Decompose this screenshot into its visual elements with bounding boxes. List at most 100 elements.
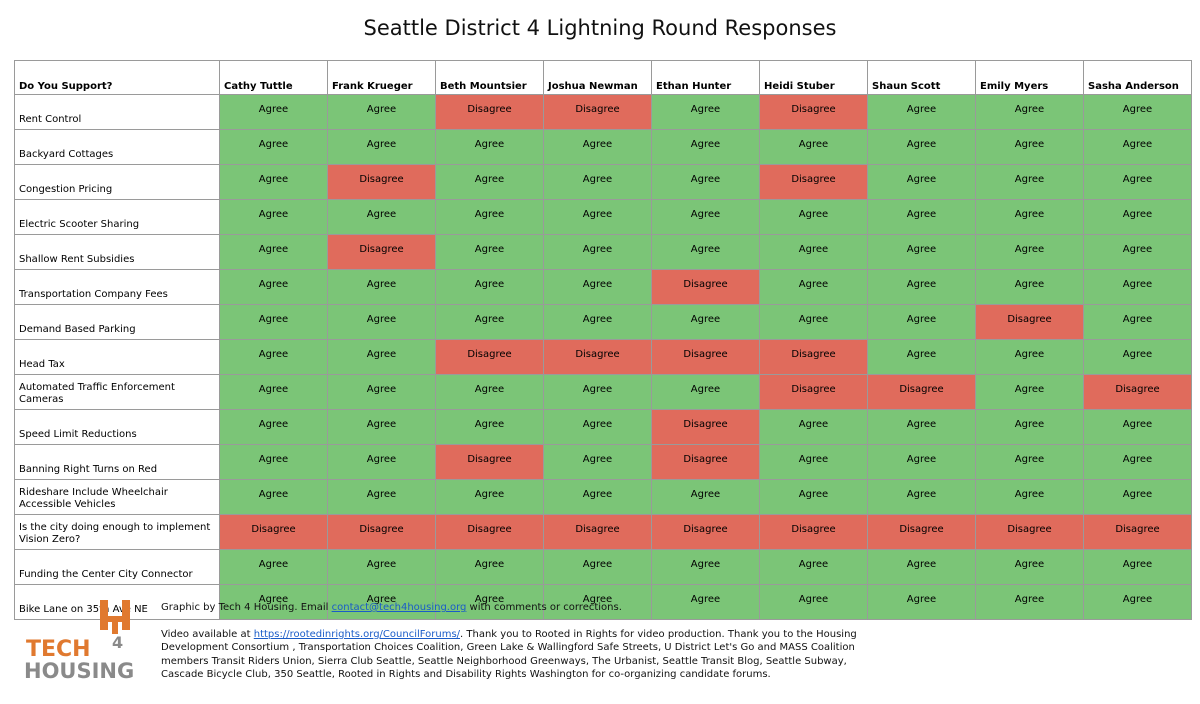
- response-cell: Agree: [543, 164, 652, 200]
- response-cell: Disagree: [975, 304, 1084, 340]
- response-cell: Agree: [867, 199, 976, 235]
- row: Automated Traffic Enforcement Cameras Agr…: [14, 374, 1192, 410]
- response-cell: Agree: [543, 479, 652, 515]
- response-cell: Agree: [543, 199, 652, 235]
- response-cell: Agree: [651, 304, 760, 340]
- row: Backyard Cottages Agree Agree Agree Agree Agr…: [14, 129, 1192, 165]
- response-cell: Agree: [867, 164, 976, 200]
- response-cell: Agree: [543, 374, 652, 410]
- row-label: Banning Right Turns on Red: [14, 444, 220, 480]
- row: Congestion Pricing Agree Disagree Agree Agre…: [14, 164, 1192, 200]
- footer: Graphic by Tech 4 Housing. Email contact…: [161, 601, 881, 695]
- response-cell: Agree: [759, 584, 868, 620]
- row-label: Speed Limit Reductions: [14, 409, 220, 445]
- response-cell: Agree: [975, 129, 1084, 165]
- row-label: Congestion Pricing: [14, 164, 220, 200]
- response-cell: Agree: [867, 234, 976, 270]
- response-cell: Agree: [651, 479, 760, 515]
- response-cell: Agree: [219, 444, 328, 480]
- text: . Thank you to Rooted in Rights for vide…: [161, 628, 857, 681]
- response-cell: Agree: [435, 479, 544, 515]
- response-cell: Agree: [327, 444, 436, 480]
- video-link[interactable]: https://rootedinrights.org/CouncilForums…: [253, 628, 461, 640]
- response-cell: Disagree: [435, 94, 544, 130]
- response-cell: Agree: [975, 269, 1084, 305]
- email-link[interactable]: contact@tech4housing.org: [331, 602, 467, 613]
- column-header: Emily Myers: [975, 60, 1084, 95]
- response-cell: Agree: [1083, 269, 1192, 305]
- response-cell: Agree: [1083, 339, 1192, 375]
- response-cell: Agree: [1083, 584, 1192, 620]
- text: with comments or corrections.: [466, 602, 622, 613]
- response-cell: Agree: [867, 129, 976, 165]
- response-cell: Agree: [219, 269, 328, 305]
- response-cell: Agree: [327, 584, 436, 620]
- column-header: Frank Krueger: [327, 60, 436, 95]
- response-cell: Agree: [759, 269, 868, 305]
- row: Electric Scooter Sharing Agree Agree Agree A…: [14, 199, 1192, 235]
- response-cell: Agree: [975, 94, 1084, 130]
- column-header: Heidi Stuber: [759, 60, 868, 95]
- response-cell: Agree: [759, 409, 868, 445]
- response-cell: Agree: [759, 479, 868, 515]
- response-cell: Agree: [435, 409, 544, 445]
- row-label: Is the city doing enough to implement Vi…: [14, 514, 220, 550]
- column-header: Shaun Scott: [867, 60, 976, 95]
- response-cell: Agree: [867, 94, 976, 130]
- response-cell: Agree: [219, 199, 328, 235]
- row-label: Funding the Center City Connector: [14, 549, 220, 585]
- response-cell: Agree: [435, 584, 544, 620]
- response-cell: Disagree: [759, 94, 868, 130]
- response-cell: Agree: [327, 479, 436, 515]
- response-cell: Disagree: [327, 164, 436, 200]
- row: Transportation Company Fees Agree Agree Agr…: [14, 269, 1192, 305]
- response-cell: Disagree: [1083, 514, 1192, 550]
- response-cell: Agree: [867, 444, 976, 480]
- response-cell: Agree: [975, 549, 1084, 585]
- response-cell: Agree: [975, 409, 1084, 445]
- response-cell: Agree: [1083, 129, 1192, 165]
- response-cell: Agree: [759, 444, 868, 480]
- response-cell: Agree: [543, 444, 652, 480]
- response-cell: Agree: [219, 304, 328, 340]
- text: Graphic by Tech 4 Housing. Email: [161, 602, 332, 613]
- column-header: Beth Mountsier: [435, 60, 544, 95]
- row-label: Rent Control: [14, 94, 220, 130]
- response-cell: Agree: [435, 164, 544, 200]
- response-cell: Agree: [435, 549, 544, 585]
- column-header: Cathy Tuttle: [219, 60, 328, 95]
- response-cell: Disagree: [1083, 374, 1192, 410]
- logo-digit: 4: [112, 633, 123, 652]
- response-cell: Agree: [219, 339, 328, 375]
- response-cell: Agree: [219, 584, 328, 620]
- response-cell: Agree: [1083, 549, 1192, 585]
- row: Speed Limit Reductions Agree Agree Agree Agr…: [14, 409, 1192, 445]
- response-cell: Agree: [1083, 479, 1192, 515]
- row: Head Tax Agree Agree Disagree Disagree Disagr…: [14, 339, 1192, 375]
- response-cell: Agree: [759, 129, 868, 165]
- text: Video available at: [161, 628, 254, 640]
- response-cell: Agree: [543, 129, 652, 165]
- response-cell: Agree: [1083, 164, 1192, 200]
- row: Shallow Rent Subsidies Agree Disagree Agree…: [14, 234, 1192, 270]
- row-label: Backyard Cottages: [14, 129, 220, 165]
- response-cell: Agree: [327, 374, 436, 410]
- response-cell: Agree: [435, 269, 544, 305]
- response-cell: Disagree: [759, 374, 868, 410]
- response-cell: Disagree: [435, 339, 544, 375]
- response-cell: Agree: [219, 409, 328, 445]
- response-cell: Agree: [1083, 234, 1192, 270]
- response-cell: Agree: [975, 164, 1084, 200]
- logo-top: TECH: [26, 637, 91, 662]
- response-cell: Disagree: [543, 339, 652, 375]
- row: Banning Right Turns on Red Agree Agree Disa…: [14, 444, 1192, 480]
- response-cell: Agree: [651, 234, 760, 270]
- response-cell: Agree: [219, 374, 328, 410]
- response-cell: Agree: [759, 234, 868, 270]
- row-label: Head Tax: [14, 339, 220, 375]
- response-cell: Agree: [975, 339, 1084, 375]
- response-cell: Disagree: [327, 514, 436, 550]
- response-cell: Disagree: [543, 94, 652, 130]
- response-cell: Agree: [651, 129, 760, 165]
